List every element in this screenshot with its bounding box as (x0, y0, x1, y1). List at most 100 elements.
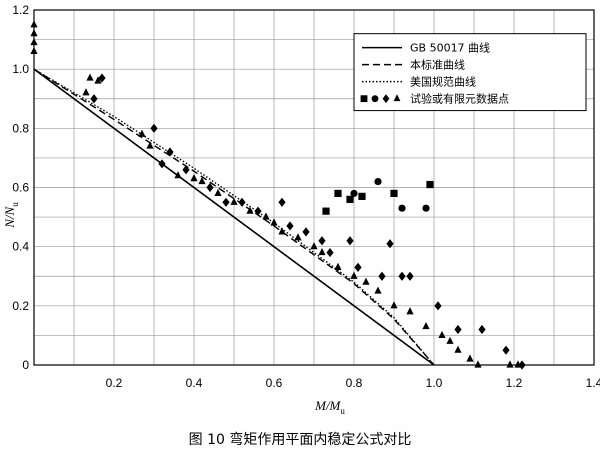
y-tick-label: 1.2 (12, 3, 29, 17)
data-point-triangle (514, 360, 522, 368)
data-point-triangle (30, 46, 38, 55)
legend-marker-square (360, 95, 368, 103)
y-axis-ticks: 0 0.2 0.4 0.6 0.8 1.0 1.2 (12, 3, 29, 372)
data-point-triangle (318, 247, 326, 256)
y-tick-label: 0.8 (12, 121, 29, 135)
data-point-triangle (82, 88, 90, 96)
curve-dotted (33, 68, 435, 366)
data-point-circle (374, 177, 382, 186)
y-tick-label: 0.6 (12, 181, 29, 195)
data-point-square (358, 192, 366, 200)
data-point-triangle (390, 301, 398, 309)
data-point-triangle (30, 29, 38, 37)
data-point-diamond (478, 324, 486, 335)
x-tick-label: 0.6 (266, 376, 283, 390)
data-point-square (390, 189, 398, 198)
curve-dashed (33, 68, 435, 366)
data-point-diamond (150, 123, 158, 133)
legend-label: 美国规范曲线 (410, 75, 476, 89)
legend-label: 试验或有限元数据点 (410, 92, 509, 106)
data-point-triangle (362, 277, 370, 285)
data-point-diamond (206, 182, 214, 193)
data-point-triangle (406, 307, 414, 315)
data-point-triangle (94, 76, 102, 84)
data-point-triangle (278, 227, 286, 235)
data-point-triangle (506, 360, 514, 368)
data-point-diamond (222, 197, 230, 207)
x-tick-label: 1.2 (506, 376, 523, 390)
data-point-triangle (310, 242, 318, 250)
x-tick-label: 1.4 (586, 376, 600, 390)
data-point-diamond (434, 301, 442, 311)
curve-solid (33, 68, 435, 366)
y-tick-label: 1.0 (12, 62, 29, 76)
legend-marker-triangle (393, 94, 401, 102)
y-axis-label: N/Nu (2, 202, 20, 229)
data-point-triangle (294, 233, 302, 241)
data-point-diamond (346, 236, 354, 246)
y-tick-label: 0.4 (12, 240, 29, 254)
data-point-diamond (378, 271, 386, 281)
data-point-diamond (454, 324, 462, 335)
data-point-diamond (254, 206, 262, 216)
x-tick-label: 0.8 (346, 376, 363, 390)
data-point-square (334, 189, 342, 198)
data-point-square (426, 180, 434, 189)
data-point-diamond (182, 165, 190, 175)
x-tick-label: 0.4 (186, 376, 203, 390)
legend-marker-circle (371, 95, 379, 103)
data-point-square (322, 207, 330, 215)
data-point-triangle (422, 321, 430, 330)
data-point-triangle (146, 141, 154, 149)
data-point-triangle (214, 188, 222, 197)
data-point-diamond (326, 247, 334, 258)
x-axis-label: M/Mu (314, 398, 345, 416)
data-point-triangle (30, 37, 38, 46)
data-point-triangle (466, 354, 474, 362)
data-point-diamond (286, 221, 294, 231)
x-tick-label: 0.2 (106, 376, 123, 390)
plot-frame (33, 9, 595, 366)
data-points (30, 20, 526, 370)
data-point-triangle (30, 20, 38, 28)
data-point-diamond (386, 239, 394, 249)
data-point-triangle (174, 171, 182, 179)
y-tick-label: 0.2 (12, 299, 29, 313)
data-point-diamond (278, 197, 286, 207)
figure-caption: 图 10 弯矩作用平面内稳定公式对比 (189, 431, 412, 448)
data-point-circle (350, 189, 358, 198)
reference-curves (33, 68, 435, 366)
legend-box (353, 33, 587, 112)
data-point-triangle (474, 360, 482, 368)
x-axis-label-sub: u (340, 406, 345, 416)
data-point-triangle (454, 345, 462, 353)
data-point-triangle (190, 174, 198, 182)
data-point-diamond (158, 159, 166, 169)
data-point-diamond (406, 271, 414, 281)
x-tick-label: 1.0 (426, 376, 443, 390)
legend-label: 本标准曲线 (410, 58, 465, 72)
data-point-diamond (302, 227, 310, 237)
data-point-diamond (166, 147, 174, 157)
legend-marker-diamond (382, 94, 390, 104)
data-point-triangle (334, 262, 342, 270)
data-point-triangle (262, 212, 270, 220)
x-axis-ticks: 0.2 0.4 0.6 0.8 1.0 1.2 1.4 (106, 376, 600, 390)
data-point-triangle (138, 129, 146, 137)
data-point-circle (422, 204, 430, 212)
data-point-circle (398, 204, 406, 212)
data-point-triangle (270, 218, 278, 226)
data-point-triangle (438, 330, 446, 339)
y-axis-label-sub: u (10, 202, 20, 207)
data-point-diamond (354, 262, 362, 272)
data-point-triangle (374, 286, 382, 294)
y-axis-label-main: N/N (2, 205, 17, 228)
data-point-triangle (230, 197, 238, 205)
data-point-diamond (90, 94, 98, 104)
data-point-diamond (238, 197, 246, 207)
data-point-triangle (350, 271, 358, 279)
data-point-triangle (86, 73, 94, 81)
data-point-triangle (198, 176, 206, 185)
y-tick-label: 0 (22, 358, 29, 372)
